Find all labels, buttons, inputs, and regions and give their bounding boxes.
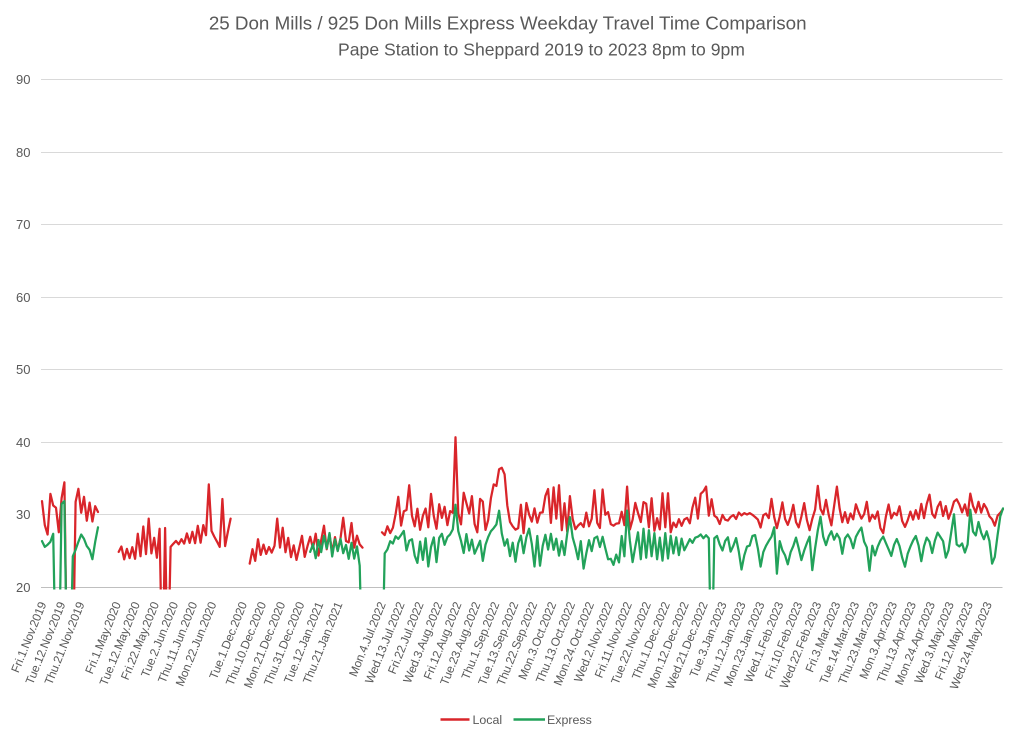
svg-text:Express: Express <box>547 713 592 727</box>
svg-text:30: 30 <box>16 507 30 522</box>
svg-text:50: 50 <box>16 362 30 377</box>
svg-text:Local: Local <box>473 713 503 727</box>
svg-text:Pape Station to Sheppard 2019: Pape Station to Sheppard 2019 to 2023 8p… <box>338 39 745 59</box>
svg-text:80: 80 <box>16 145 30 160</box>
svg-text:20: 20 <box>16 580 30 595</box>
svg-text:70: 70 <box>16 217 30 232</box>
svg-text:40: 40 <box>16 435 30 450</box>
svg-text:60: 60 <box>16 290 30 305</box>
svg-text:90: 90 <box>16 72 30 87</box>
svg-text:25 Don Mills / 925 Don Mills E: 25 Don Mills / 925 Don Mills Express Wee… <box>209 13 807 34</box>
